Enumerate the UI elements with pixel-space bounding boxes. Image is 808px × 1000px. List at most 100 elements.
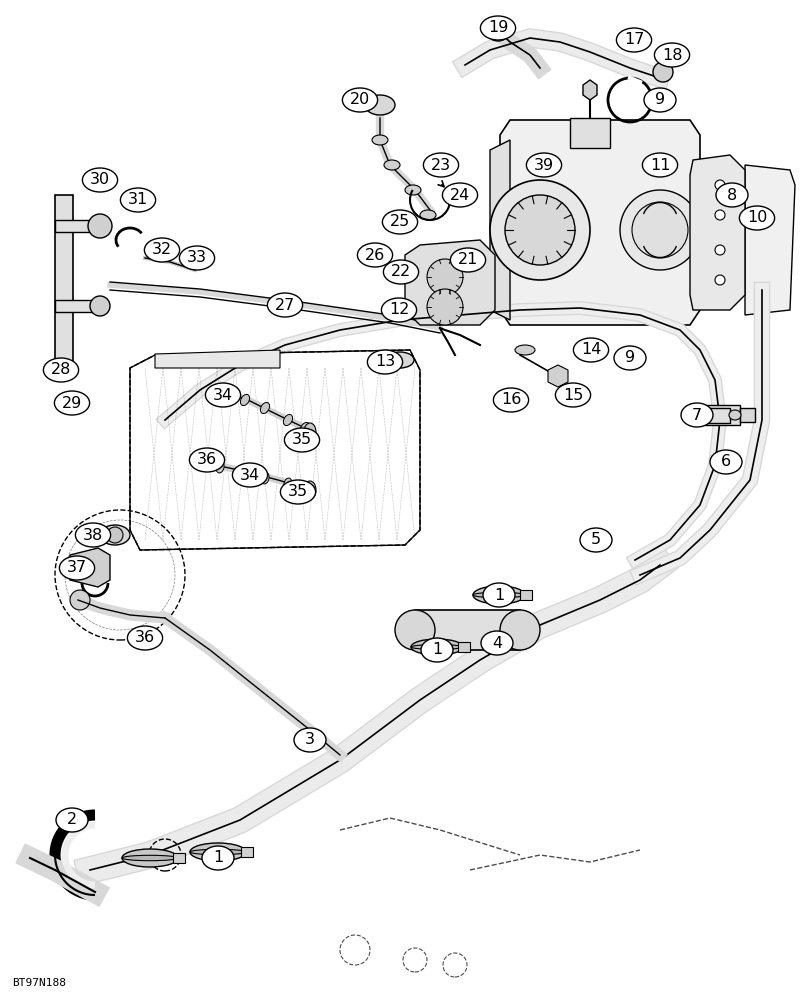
Text: 16: 16 bbox=[501, 392, 521, 408]
Ellipse shape bbox=[44, 358, 78, 382]
Text: 20: 20 bbox=[350, 93, 370, 107]
Ellipse shape bbox=[481, 16, 516, 40]
Ellipse shape bbox=[60, 556, 95, 580]
Ellipse shape bbox=[122, 855, 178, 861]
Text: 37: 37 bbox=[67, 560, 87, 576]
Text: 25: 25 bbox=[390, 215, 410, 230]
Text: 33: 33 bbox=[187, 250, 207, 265]
Text: 13: 13 bbox=[375, 355, 395, 369]
Ellipse shape bbox=[716, 183, 748, 207]
Text: 23: 23 bbox=[431, 157, 451, 172]
Ellipse shape bbox=[384, 160, 400, 170]
Ellipse shape bbox=[526, 153, 562, 177]
Ellipse shape bbox=[580, 528, 612, 552]
Ellipse shape bbox=[304, 423, 316, 441]
Text: 10: 10 bbox=[747, 211, 767, 226]
Ellipse shape bbox=[122, 849, 178, 867]
Ellipse shape bbox=[494, 388, 528, 412]
Ellipse shape bbox=[301, 482, 309, 494]
Ellipse shape bbox=[450, 248, 486, 272]
Ellipse shape bbox=[100, 525, 130, 545]
Ellipse shape bbox=[473, 592, 525, 598]
Text: 4: 4 bbox=[492, 636, 502, 650]
Circle shape bbox=[107, 527, 123, 543]
Text: 27: 27 bbox=[275, 298, 295, 312]
Text: 9: 9 bbox=[625, 351, 635, 365]
Polygon shape bbox=[70, 548, 110, 587]
Bar bbox=[458, 642, 470, 652]
Text: 7: 7 bbox=[692, 408, 702, 422]
Ellipse shape bbox=[739, 206, 775, 230]
Text: 8: 8 bbox=[727, 188, 737, 202]
Ellipse shape bbox=[555, 383, 591, 407]
Bar bbox=[173, 853, 185, 863]
Ellipse shape bbox=[644, 88, 676, 112]
Ellipse shape bbox=[284, 414, 292, 426]
Bar bbox=[705, 405, 740, 425]
Text: 22: 22 bbox=[391, 264, 411, 279]
Circle shape bbox=[395, 610, 435, 650]
Text: 1: 1 bbox=[213, 850, 223, 865]
Text: 29: 29 bbox=[62, 395, 82, 410]
Text: 36: 36 bbox=[197, 452, 217, 468]
Circle shape bbox=[490, 180, 590, 280]
Text: 36: 36 bbox=[135, 631, 155, 646]
Polygon shape bbox=[745, 165, 795, 315]
Ellipse shape bbox=[280, 480, 316, 504]
Text: 18: 18 bbox=[662, 47, 682, 62]
Text: 1: 1 bbox=[431, 643, 442, 658]
Polygon shape bbox=[405, 240, 495, 325]
Circle shape bbox=[620, 190, 700, 270]
Ellipse shape bbox=[382, 210, 418, 234]
Ellipse shape bbox=[372, 135, 388, 145]
Text: 34: 34 bbox=[240, 468, 260, 483]
Ellipse shape bbox=[729, 410, 741, 420]
Text: 31: 31 bbox=[128, 192, 148, 208]
Ellipse shape bbox=[574, 338, 608, 362]
Polygon shape bbox=[548, 365, 568, 387]
Circle shape bbox=[715, 275, 725, 285]
Polygon shape bbox=[415, 610, 520, 650]
Bar bbox=[55, 220, 105, 232]
Bar bbox=[520, 590, 532, 600]
Circle shape bbox=[715, 210, 725, 220]
Circle shape bbox=[70, 590, 90, 610]
Ellipse shape bbox=[120, 188, 156, 212]
Polygon shape bbox=[155, 350, 280, 368]
Bar bbox=[700, 408, 730, 423]
Circle shape bbox=[715, 245, 725, 255]
Ellipse shape bbox=[82, 168, 118, 192]
Ellipse shape bbox=[128, 626, 162, 650]
Ellipse shape bbox=[189, 448, 225, 472]
Ellipse shape bbox=[617, 28, 651, 52]
Ellipse shape bbox=[710, 450, 742, 474]
Polygon shape bbox=[500, 120, 700, 325]
Ellipse shape bbox=[423, 153, 459, 177]
Text: 21: 21 bbox=[458, 252, 478, 267]
Ellipse shape bbox=[483, 583, 515, 607]
Ellipse shape bbox=[489, 29, 507, 41]
Text: 34: 34 bbox=[213, 387, 233, 402]
Ellipse shape bbox=[614, 346, 646, 370]
Bar bbox=[740, 408, 755, 422]
Ellipse shape bbox=[420, 210, 436, 220]
Circle shape bbox=[500, 610, 540, 650]
Text: 28: 28 bbox=[51, 362, 71, 377]
Circle shape bbox=[715, 180, 725, 190]
Text: 26: 26 bbox=[365, 247, 385, 262]
Ellipse shape bbox=[190, 849, 246, 855]
Ellipse shape bbox=[233, 463, 267, 487]
Ellipse shape bbox=[145, 238, 179, 262]
Ellipse shape bbox=[179, 246, 215, 270]
Ellipse shape bbox=[421, 638, 453, 662]
Text: 35: 35 bbox=[288, 485, 308, 499]
Text: 35: 35 bbox=[292, 432, 312, 448]
Ellipse shape bbox=[411, 639, 463, 655]
Text: 12: 12 bbox=[389, 302, 409, 318]
Polygon shape bbox=[490, 140, 510, 320]
Ellipse shape bbox=[405, 185, 421, 195]
Ellipse shape bbox=[384, 260, 419, 284]
Text: 14: 14 bbox=[581, 342, 601, 358]
Text: 5: 5 bbox=[591, 532, 601, 548]
Bar bbox=[55, 300, 105, 312]
